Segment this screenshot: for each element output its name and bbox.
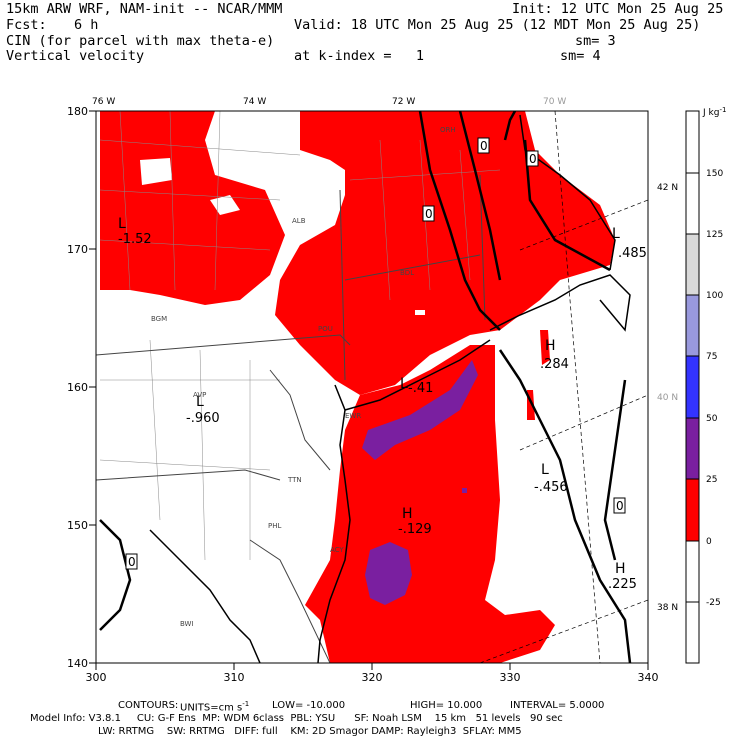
- city-pou: POU: [318, 325, 333, 333]
- lon-label-72w: 72 W: [392, 97, 415, 107]
- high-3-value: .225: [608, 577, 637, 592]
- lat-label-40n: 40 N: [657, 393, 678, 403]
- forecast-hour: 6 h: [74, 17, 99, 33]
- colorbar-unit: J kg-1: [702, 106, 726, 118]
- y-tick-170: 170: [67, 243, 88, 256]
- high-1-value: .284: [540, 357, 569, 372]
- cin-fill-northeast: [275, 111, 615, 395]
- zero-label-5: 0: [128, 555, 136, 569]
- contours-interval: INTERVAL= 5.0000: [510, 700, 605, 711]
- cin-purple-area-north: [362, 360, 478, 460]
- colorbar-band-75-100: [686, 295, 699, 356]
- city-ttn: TTN: [287, 476, 302, 484]
- city-bdl: BDL: [400, 269, 414, 277]
- y-tick-140: 140: [67, 657, 88, 670]
- lon-label-70w: 70 W: [543, 97, 566, 107]
- lat-label-38n: 38 N: [657, 603, 678, 613]
- contours-label: CONTOURS:: [118, 700, 179, 711]
- field-cin-title: CIN (for parcel with max theta-e): [6, 33, 275, 49]
- county-lines: [99, 111, 501, 561]
- contours-high: HIGH= 10.000: [410, 700, 483, 711]
- map-plot-area: [96, 111, 648, 663]
- lat-lon-grid: [479, 111, 648, 663]
- model-info-physics: LW: RRTMG SW: RRTMG DIFF: full KM: 2D Sm…: [98, 726, 522, 737]
- cin-fill-northwest: [100, 111, 285, 305]
- zero-label-3: 0: [425, 207, 433, 221]
- field-vv-title: Vertical velocity: [6, 48, 145, 64]
- zero-label-4: 0: [616, 499, 624, 513]
- coastline: [149, 114, 631, 663]
- lon-label-74w: 74 W: [243, 97, 266, 107]
- k-index: at k-index = 1: [294, 48, 425, 64]
- x-tick-310: 310: [224, 671, 245, 684]
- colorbar-label-100: 100: [706, 291, 723, 301]
- colorbar-band-0-25: [686, 479, 699, 541]
- y-tick-150: 150: [67, 519, 88, 532]
- colorbar-label-25: 25: [706, 475, 717, 485]
- low-3-letter: L: [196, 394, 204, 410]
- city-avp: AVP: [193, 391, 206, 399]
- axis-ticks: [89, 110, 649, 670]
- high-2-letter: H: [402, 506, 413, 522]
- x-tick-300: 300: [86, 671, 107, 684]
- low-2-letter: L: [612, 226, 620, 242]
- x-tick-320: 320: [362, 671, 383, 684]
- zero-label-1: 0: [480, 139, 488, 153]
- y-tick-160: 160: [67, 381, 88, 394]
- cin-purple-area-south: [365, 542, 412, 605]
- low-5-letter: L: [541, 462, 549, 478]
- colorbar-label-0: 0: [706, 537, 712, 547]
- low-2-value: .485: [618, 246, 647, 261]
- city-alb: ALB: [292, 217, 306, 225]
- colorbar-band-100-125: [686, 234, 699, 295]
- x-tick-330: 330: [500, 671, 521, 684]
- contours-units: UNITS=cm s-1: [180, 700, 250, 714]
- low-4-value: -.41: [408, 381, 433, 396]
- city-phl: PHL: [268, 522, 281, 530]
- high-3-letter: H: [615, 561, 626, 577]
- city-bwi: BWI: [180, 620, 194, 628]
- colorbar-band-50-75: [686, 356, 699, 418]
- low-4-letter: L: [400, 376, 408, 392]
- city-orh: ORH: [440, 126, 456, 134]
- low-3-value: -.960: [186, 411, 220, 426]
- lat-label-42n: 42 N: [657, 183, 678, 193]
- colorbar-label-125: 125: [706, 230, 723, 240]
- zero-contour-labels: 0 0 0 0 0: [125, 137, 626, 570]
- colorbar-band-25-50: [686, 418, 699, 479]
- low-1-value: -1.52: [118, 232, 152, 247]
- smoothing-2: sm= 4: [560, 48, 601, 64]
- y-tick-180: 180: [67, 105, 88, 118]
- colorbar-label-150: 150: [706, 169, 723, 179]
- model-info: Model Info: V3.8.1 CU: G-F Ens MP: WDM 6…: [30, 713, 563, 724]
- init-time: Init: 12 UTC Mon 25 Aug 25: [512, 1, 724, 17]
- x-tick-340: 340: [638, 671, 659, 684]
- colorbar-label-50: 50: [706, 414, 718, 424]
- forecast-label: Fcst:: [6, 17, 47, 33]
- colorbar-label-75: 75: [706, 352, 717, 362]
- lon-label-76w: 76 W: [92, 97, 115, 107]
- smoothing-1: sm= 3: [575, 33, 616, 49]
- valid-time: Valid: 18 UTC Mon 25 Aug 25 (12 MDT Mon …: [294, 17, 701, 33]
- zero-label-2: 0: [529, 152, 537, 166]
- vertical-velocity-contours: [99, 111, 632, 663]
- low-1-letter: L: [118, 216, 126, 232]
- city-bgm: BGM: [151, 315, 167, 323]
- colorbar-label-neg25: -25: [706, 598, 721, 608]
- contours-low: LOW= -10.000: [272, 700, 346, 711]
- city-acy: ACY: [330, 546, 344, 554]
- city-ewr: EWR: [345, 412, 361, 420]
- colorbar: [685, 110, 700, 664]
- model-title: 15km ARW WRF, NAM-init -- NCAR/MMM: [6, 1, 283, 17]
- low-5-value: -.456: [534, 480, 568, 495]
- high-2-value: -.129: [398, 522, 432, 537]
- high-1-letter: H: [545, 338, 556, 354]
